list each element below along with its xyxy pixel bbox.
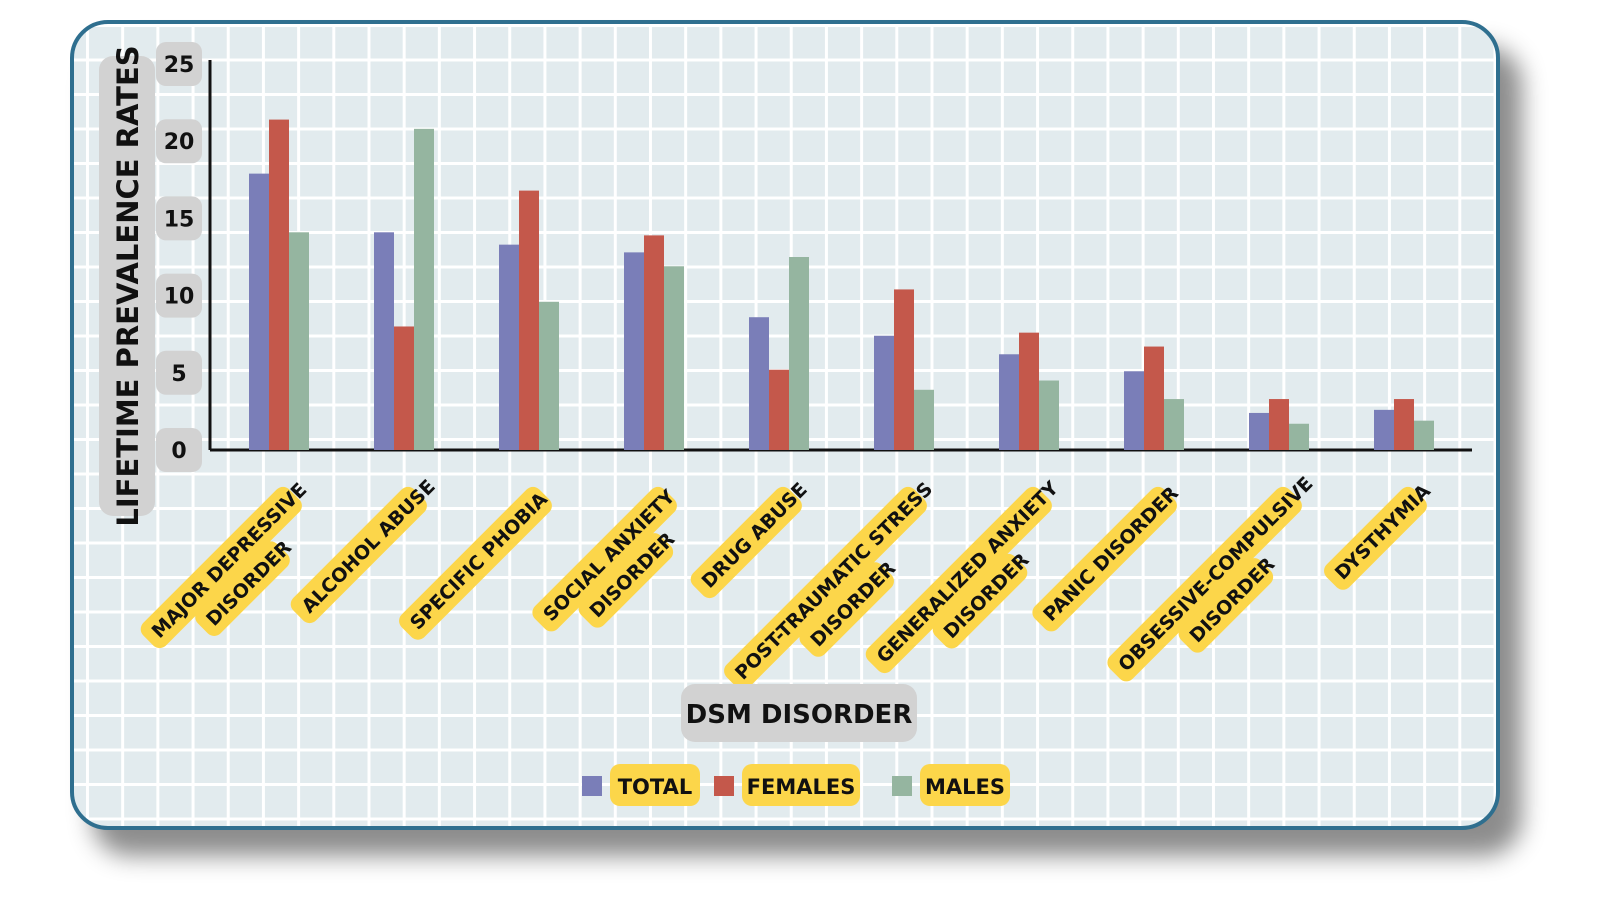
y-tick-15: 15 — [156, 196, 202, 241]
bar-females-7 — [1144, 346, 1164, 450]
legend-bg — [610, 764, 700, 806]
x-tick-bg — [690, 486, 802, 599]
y-tick-bg — [156, 350, 202, 395]
legend-label: TOTAL — [618, 775, 693, 799]
x-axis-title-text: DSM DISORDER — [686, 700, 913, 730]
y-tick-label: 5 — [171, 362, 186, 387]
x-tick-bg — [399, 486, 552, 640]
x-tick-bg — [140, 486, 302, 649]
y-axis-title-bg — [99, 56, 155, 516]
bar-total-1 — [374, 232, 394, 450]
y-tick-10: 10 — [156, 273, 202, 318]
x-tick-bg — [932, 553, 1028, 649]
legend-swatch — [892, 776, 912, 796]
legend-bg — [742, 764, 860, 806]
y-tick-bg — [156, 196, 202, 241]
y-tick-label: 25 — [164, 53, 195, 78]
bar-females-9 — [1394, 399, 1414, 450]
legend-swatch — [582, 776, 602, 796]
bar-males-3 — [664, 266, 684, 450]
x-tick-text: ALCOHOL ABUSE — [298, 476, 440, 618]
bar-chart: LIFETIME PREVALENCE RATES 0 5 10 15 20 25 MAJOR… — [99, 42, 1472, 806]
legend-label: FEMALES — [747, 775, 856, 799]
x-tick-label-4: DRUG ABUSE — [690, 479, 812, 599]
legend-item-males: MALES — [892, 764, 1010, 806]
bar-males-8 — [1289, 423, 1309, 450]
legend-label: MALES — [925, 775, 1005, 799]
bar-females-5 — [894, 289, 914, 450]
legend-swatch — [714, 776, 734, 796]
bar-males-7 — [1164, 399, 1184, 450]
y-tick-label: 0 — [171, 439, 186, 464]
legend-item-total: TOTAL — [582, 764, 700, 806]
x-axis-title-bg — [681, 684, 917, 742]
x-tick-text: DYSTHYMIA — [1331, 480, 1435, 584]
y-tick-label: 20 — [164, 130, 195, 155]
bar-total-6 — [999, 354, 1019, 450]
x-tick-text: PANIC DISORDER — [1039, 482, 1183, 626]
y-tick-0: 0 — [156, 428, 202, 472]
x-tick-bg — [1107, 486, 1302, 682]
y-tick-20: 20 — [156, 119, 202, 164]
bar-females-2 — [519, 190, 539, 450]
bar-total-3 — [624, 252, 644, 450]
bar-females-4 — [769, 369, 789, 450]
bar-total-8 — [1249, 412, 1269, 450]
x-tick-bg — [1324, 486, 1427, 590]
legend-item-females: FEMALES — [714, 764, 860, 806]
bar-males-2 — [539, 301, 559, 450]
bar-females-6 — [1019, 332, 1039, 450]
x-tick-text: DRUG ABUSE — [698, 479, 812, 593]
x-tick-bg — [1032, 486, 1177, 632]
x-tick-bg — [578, 533, 674, 628]
bar-males-9 — [1414, 420, 1434, 450]
x-tick-bg — [865, 486, 1052, 674]
x-tick-bg — [799, 562, 894, 657]
y-tick-25: 25 — [156, 42, 202, 86]
x-axis-title: DSM DISORDER — [681, 684, 917, 742]
bar-males-4 — [789, 257, 809, 450]
x-tick-bg — [1178, 558, 1274, 653]
bar-males-6 — [1039, 380, 1059, 450]
bar-total-9 — [1374, 409, 1394, 450]
bar-males-5 — [914, 389, 934, 450]
bar-males-1 — [414, 128, 434, 450]
x-tick-bg — [290, 486, 427, 624]
bar-females-8 — [1269, 399, 1289, 450]
x-tick-label-9: DYSTHYMIA — [1324, 480, 1435, 590]
bar-females-3 — [644, 235, 664, 450]
x-tick-text: SPECIFIC PHOBIA — [406, 488, 552, 634]
y-tick-bg — [156, 428, 202, 472]
bar-total-2 — [499, 244, 519, 450]
bar-total-7 — [1124, 371, 1144, 450]
bar-females-0 — [269, 119, 289, 451]
y-tick-bg — [156, 119, 202, 164]
bar-total-5 — [874, 335, 894, 450]
y-tick-bg — [156, 273, 202, 318]
y-tick-label: 15 — [164, 207, 195, 232]
x-tick-bg — [195, 541, 290, 636]
bar-total-0 — [249, 173, 269, 450]
y-tick-5: 5 — [156, 350, 202, 395]
bar-males-0 — [289, 232, 309, 450]
y-tick-label: 10 — [164, 285, 195, 310]
chart-card: LIFETIME PREVALENCE RATES 0 5 10 15 20 25 MAJOR… — [70, 20, 1500, 830]
y-tick-bg — [156, 42, 202, 86]
bar-total-4 — [749, 317, 769, 450]
y-axis-title-text: LIFETIME PREVALENCE RATES — [111, 45, 145, 526]
y-axis-title: LIFETIME PREVALENCE RATES — [99, 45, 155, 527]
x-tick-bg — [724, 486, 927, 690]
bar-females-1 — [394, 326, 414, 450]
legend-bg — [920, 764, 1010, 806]
x-tick-bg — [532, 486, 677, 632]
